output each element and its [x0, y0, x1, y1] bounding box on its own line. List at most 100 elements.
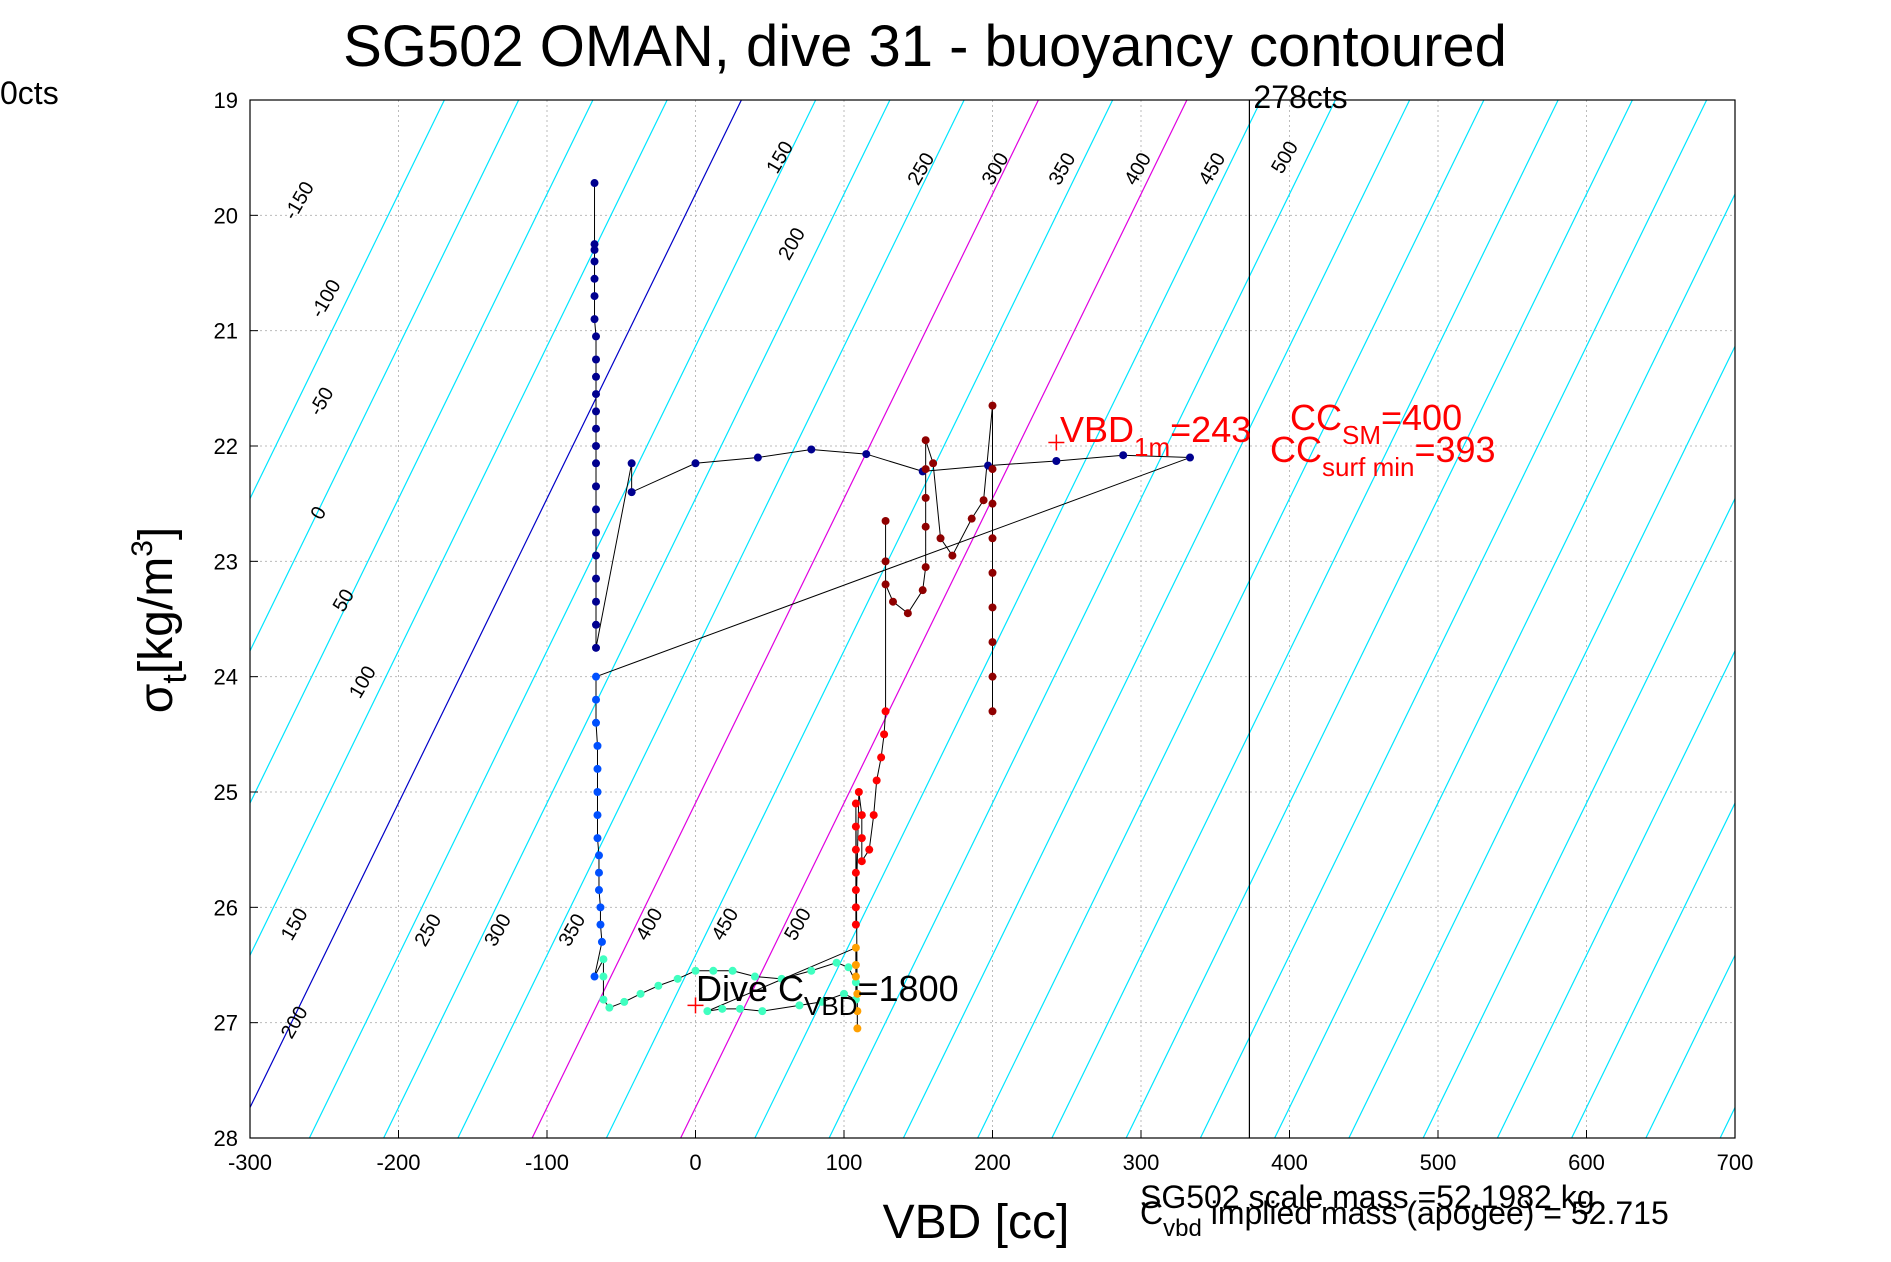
left-edge-label: 0cts — [0, 75, 59, 111]
contour-line — [1199, 100, 1708, 1138]
y-tick-label: 22 — [214, 434, 238, 459]
data-point — [596, 903, 605, 912]
data-point — [728, 966, 737, 975]
y-tick-label: 20 — [214, 203, 238, 228]
data-point — [967, 514, 976, 523]
data-point — [592, 372, 601, 381]
contour-line — [250, 100, 742, 1109]
cc-surf-min-annotation: CCsurf min=393 — [1270, 429, 1496, 482]
contour-line — [680, 100, 1188, 1138]
contour-line — [250, 100, 445, 500]
contour-line — [1869, 100, 1891, 1138]
data-point — [599, 972, 608, 981]
data-point — [988, 707, 997, 716]
data-point — [854, 788, 863, 796]
data-point — [590, 245, 599, 254]
cvbd-implied-mass-note: Cvbd implied mass (apogee) = 52.715 — [1140, 1195, 1669, 1242]
data-point — [691, 459, 700, 468]
x-tick-label: 0 — [689, 1150, 701, 1175]
x-tick-label: 200 — [974, 1150, 1011, 1175]
data-point — [1186, 453, 1195, 462]
data-point — [605, 1003, 614, 1012]
data-point — [851, 845, 860, 854]
axis-ticks: -300 -200 -100 0 100 200 300 400 500 600 700 19 20 21… — [214, 88, 1754, 1175]
data-point — [853, 1007, 862, 1016]
data-point — [921, 563, 930, 572]
contour-line — [828, 100, 1336, 1138]
data-point — [592, 597, 601, 606]
x-tick-label: 400 — [1271, 1150, 1308, 1175]
data-point — [590, 274, 599, 283]
data-point — [851, 822, 860, 831]
data-point — [709, 966, 718, 975]
contour-line — [1719, 1106, 1735, 1138]
data-point — [592, 355, 601, 364]
vbd-limit-label: 278cts — [1253, 79, 1347, 115]
data-point — [853, 989, 862, 998]
data-point — [593, 788, 602, 796]
contour-line — [1794, 100, 1891, 1138]
data-point — [758, 1007, 767, 1016]
data-point — [862, 450, 871, 459]
data-point — [857, 834, 866, 843]
data-point — [857, 857, 866, 866]
data-point — [988, 465, 997, 474]
data-point — [596, 920, 605, 929]
data-point — [590, 292, 599, 301]
data-point — [592, 390, 601, 399]
contour-line — [1645, 953, 1735, 1138]
data-point — [880, 730, 889, 739]
data-point — [988, 401, 997, 410]
data-point — [590, 257, 599, 266]
data-point — [592, 424, 601, 433]
contour-line — [250, 100, 520, 653]
data-point — [777, 974, 786, 983]
data-point — [948, 551, 957, 560]
data-point — [872, 776, 881, 785]
data-point — [592, 528, 601, 537]
x-tick-label: -300 — [228, 1150, 272, 1175]
data-point — [592, 332, 601, 341]
data-point — [851, 920, 860, 929]
data-point — [627, 459, 636, 468]
data-point — [857, 811, 866, 820]
data-point — [865, 845, 874, 854]
data-point — [590, 179, 599, 188]
reference-markers — [687, 434, 1065, 1014]
y-tick-label: 26 — [214, 895, 238, 920]
data-point — [795, 1001, 804, 1010]
data-point — [988, 568, 997, 577]
data-point — [889, 597, 898, 606]
dive-profile — [590, 179, 1195, 1033]
data-point — [592, 459, 601, 468]
data-point — [807, 445, 816, 454]
data-point — [599, 995, 608, 1004]
data-point — [718, 1004, 727, 1013]
data-point — [593, 741, 602, 750]
data-point — [851, 903, 860, 912]
contour-line — [250, 100, 594, 805]
data-point — [936, 534, 945, 543]
data-point — [593, 811, 602, 820]
grid — [250, 100, 1735, 1138]
data-point — [703, 1007, 712, 1016]
data-point — [881, 707, 890, 716]
data-point — [988, 638, 997, 647]
data-point — [851, 799, 860, 808]
data-point — [592, 505, 601, 514]
contour-line — [605, 100, 1114, 1138]
data-point — [594, 851, 603, 860]
contour-line — [1274, 192, 1735, 1138]
data-point — [881, 516, 890, 525]
data-point — [620, 997, 629, 1006]
y-tick-label: 21 — [214, 319, 238, 344]
data-point — [921, 493, 930, 502]
data-point — [851, 868, 860, 877]
data-point — [594, 886, 603, 895]
data-point — [592, 620, 601, 629]
contour-line — [457, 100, 965, 1138]
dive-cvbd-annotation: Dive CVBD=1800 — [696, 968, 959, 1021]
y-tick-label: 25 — [214, 780, 238, 805]
data-point — [592, 407, 601, 416]
